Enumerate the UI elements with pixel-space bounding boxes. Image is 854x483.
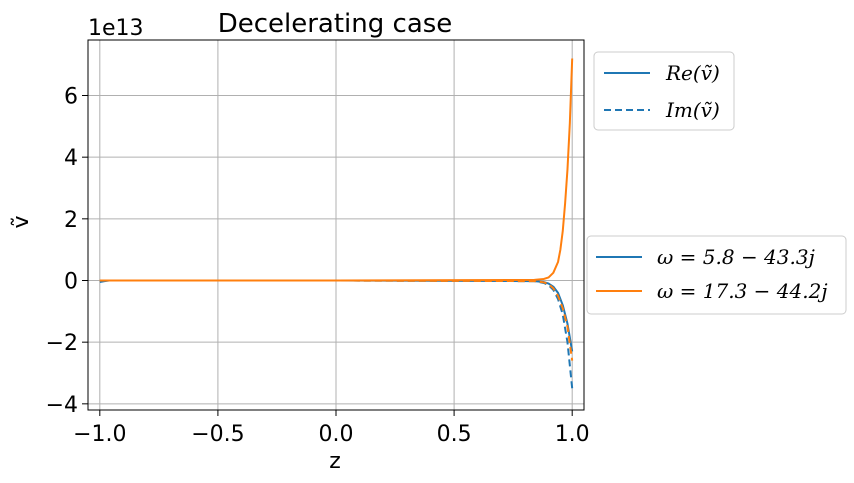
legend-omega2-label: ω = 17.3 − 44.2j [657, 279, 828, 303]
y-tick-label: 4 [64, 146, 78, 171]
legend-im-label: Im(ṽ) [665, 98, 720, 122]
legend-omega-frame [586, 235, 847, 315]
x-tick-label: 0.0 [319, 422, 354, 447]
y-tick-label: −2 [46, 331, 78, 356]
grid [88, 40, 584, 410]
y-offset-text: 1e13 [88, 16, 144, 41]
y-tick-label: 6 [64, 85, 78, 110]
x-axis-label: z [329, 449, 341, 474]
series-line-orange-real [99, 58, 574, 282]
legend-component: Re(ṽ) Im(ṽ) [593, 51, 735, 131]
chart-title: Decelerating case [218, 9, 453, 39]
plot-area [99, 58, 574, 389]
y-tick-label: 0 [64, 270, 78, 295]
ticks: −1.0 −0.5 0.0 0.5 1.0 −4 −2 0 2 4 6 [46, 85, 590, 448]
y-tick-label: 2 [64, 208, 78, 233]
x-tick-label: −1.0 [73, 422, 126, 447]
legend-omega1-label: ω = 5.8 − 43.3j [657, 245, 815, 269]
legend-re-label: Re(ṽ) [665, 61, 720, 85]
y-axis-label: ṽ [9, 215, 34, 228]
x-tick-label: 0.5 [437, 422, 472, 447]
legend-omega: ω = 5.8 − 43.3j ω = 17.3 − 44.2j [586, 235, 847, 315]
x-tick-label: 1.0 [555, 422, 590, 447]
y-tick-label: −4 [46, 393, 78, 418]
x-tick-label: −0.5 [191, 422, 244, 447]
